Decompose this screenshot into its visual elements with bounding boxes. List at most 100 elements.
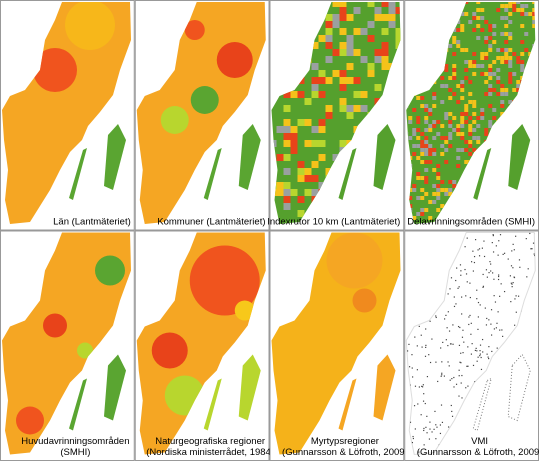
cell: [476, 64, 480, 68]
cell: [504, 92, 508, 96]
cell: [326, 35, 333, 42]
cell: [312, 161, 319, 168]
cell: [500, 48, 504, 52]
cell: [305, 175, 312, 182]
cell: [412, 152, 416, 156]
cell: [319, 35, 326, 42]
speck: [479, 255, 480, 256]
cell: [412, 188, 416, 192]
cell: [408, 120, 412, 124]
cell: [277, 154, 284, 161]
speck: [471, 261, 472, 262]
speck: [435, 424, 436, 425]
cell: [326, 14, 333, 21]
cell: [500, 88, 504, 92]
speck: [412, 376, 413, 377]
speck: [467, 346, 468, 347]
speck: [415, 386, 416, 387]
speck: [529, 233, 530, 234]
speck: [497, 348, 498, 349]
cell: [436, 192, 440, 196]
panel-caption: (Gunnarsson & Löfroth, 2009): [417, 447, 539, 458]
speck: [430, 321, 431, 322]
speck: [496, 327, 497, 328]
speck: [459, 375, 460, 376]
speck: [493, 251, 494, 252]
speck: [425, 345, 426, 346]
cell: [424, 208, 428, 212]
cell: [436, 132, 440, 136]
cell: [488, 88, 492, 92]
speck: [488, 358, 489, 359]
cell: [452, 36, 456, 40]
speck: [488, 357, 489, 358]
cell: [500, 4, 504, 8]
speck: [477, 329, 478, 330]
speck: [483, 274, 484, 275]
cell: [460, 120, 464, 124]
speck: [458, 326, 459, 327]
speck: [491, 309, 492, 310]
cell: [428, 152, 432, 156]
speck: [452, 344, 453, 345]
cell: [312, 175, 319, 182]
cell: [456, 28, 460, 32]
speck: [465, 387, 466, 388]
speck: [449, 288, 450, 289]
cell: [520, 68, 524, 72]
cell: [326, 112, 333, 119]
cell: [424, 148, 428, 152]
cell: [375, 56, 382, 63]
cell: [298, 168, 305, 175]
cell: [436, 164, 440, 168]
speck: [478, 302, 479, 303]
cell: [496, 80, 500, 84]
cell: [448, 44, 452, 48]
cell: [444, 140, 448, 144]
cell: [448, 136, 452, 140]
speck: [421, 335, 422, 336]
speck: [425, 328, 426, 329]
cell: [340, 42, 347, 49]
speck: [466, 366, 467, 367]
cell: [284, 182, 291, 189]
panel-caption: Delavrinningsområden (SMHI): [407, 217, 535, 228]
cell: [312, 140, 319, 147]
cell: [460, 112, 464, 116]
speck: [511, 265, 512, 266]
cell: [312, 126, 319, 133]
speck: [436, 317, 437, 318]
panel-caption: (Gunnarsson & Löfroth, 2009): [282, 447, 408, 458]
cell: [484, 36, 488, 40]
cell: [476, 124, 480, 128]
speck: [453, 377, 454, 378]
cell: [420, 176, 424, 180]
speck: [461, 296, 462, 297]
speck: [499, 330, 500, 331]
speck: [451, 277, 452, 278]
speck: [482, 351, 483, 352]
cell: [291, 133, 298, 140]
cell: [305, 168, 312, 175]
speck: [496, 245, 497, 246]
panel-caption: (SMHI): [60, 447, 90, 458]
speck: [476, 348, 477, 349]
cell: [488, 44, 492, 48]
cell: [452, 40, 456, 44]
cell: [428, 108, 432, 112]
cell: [444, 188, 448, 192]
cell: [456, 44, 460, 48]
cell: [448, 188, 452, 192]
cell: [492, 108, 496, 112]
cell: [472, 100, 476, 104]
cell: [512, 88, 516, 92]
cell: [444, 68, 448, 72]
cell: [508, 64, 512, 68]
speck: [430, 362, 431, 363]
cell: [472, 112, 476, 116]
cell: [432, 136, 436, 140]
cell: [524, 32, 528, 36]
speck: [486, 324, 487, 325]
speck: [491, 351, 492, 352]
